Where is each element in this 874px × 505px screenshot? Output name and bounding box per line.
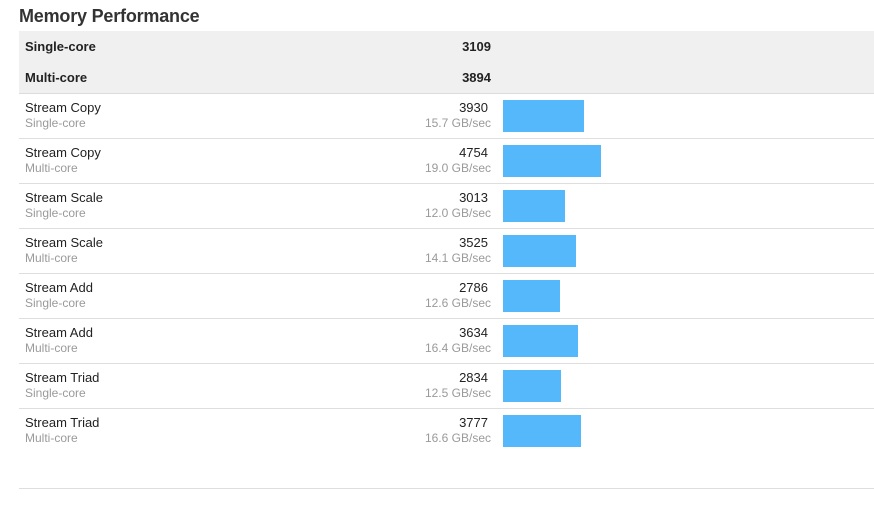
benchmark-score: 3777 — [459, 415, 488, 430]
summary-label: Multi-core — [25, 70, 88, 85]
benchmark-name: Stream Add — [25, 280, 93, 295]
benchmark-mode: Multi-core — [25, 161, 78, 175]
table-row: Stream Copy Single-core 3930 15.7 GB/sec — [19, 94, 874, 139]
summary-score: 3109 — [462, 39, 491, 54]
summary-row-multi-core: Multi-core 3894 — [19, 62, 874, 93]
benchmark-mode: Multi-core — [25, 341, 78, 355]
benchmark-mode: Single-core — [25, 116, 86, 130]
benchmark-mode: Single-core — [25, 296, 86, 310]
benchmark-name: Stream Triad — [25, 370, 100, 385]
benchmark-mode: Single-core — [25, 206, 86, 220]
summary-score: 3894 — [462, 70, 491, 85]
score-bar — [503, 415, 581, 447]
score-bar — [503, 370, 561, 402]
table-row: Stream Triad Multi-core 3777 16.6 GB/sec — [19, 409, 874, 453]
benchmark-rate: 12.6 GB/sec — [424, 296, 491, 310]
benchmark-score: 4754 — [459, 145, 488, 160]
benchmark-mode: Single-core — [25, 386, 86, 400]
benchmark-name: Stream Copy — [25, 100, 101, 115]
benchmark-rate: 14.1 GB/sec — [424, 251, 491, 265]
table-row: Stream Triad Single-core 2834 12.5 GB/se… — [19, 364, 874, 409]
benchmark-score: 2786 — [459, 280, 488, 295]
summary-row-single-core: Single-core 3109 — [19, 31, 874, 62]
benchmark-rate: 12.5 GB/sec — [424, 386, 491, 400]
section-title: Memory Performance — [19, 6, 200, 26]
benchmark-score: 3930 — [459, 100, 488, 115]
benchmark-rate: 12.0 GB/sec — [424, 206, 491, 220]
score-bar — [503, 100, 584, 132]
score-bar — [503, 235, 576, 267]
benchmark-rate: 16.6 GB/sec — [424, 431, 491, 445]
benchmark-score: 2834 — [459, 370, 488, 385]
benchmark-score: 3634 — [459, 325, 488, 340]
summary-block: Single-core 3109 Multi-core 3894 — [19, 31, 874, 94]
table-bottom-divider — [19, 453, 874, 489]
benchmark-name: Stream Scale — [25, 235, 104, 250]
benchmark-rate: 15.7 GB/sec — [424, 116, 491, 130]
table-row: Stream Scale Multi-core 3525 14.1 GB/sec — [19, 229, 874, 274]
benchmark-name: Stream Copy — [25, 145, 101, 160]
benchmark-name: Stream Scale — [25, 190, 104, 205]
score-bar — [503, 325, 578, 357]
benchmark-name: Stream Triad — [25, 415, 100, 430]
score-bar — [503, 145, 601, 177]
table-row: Stream Add Single-core 2786 12.6 GB/sec — [19, 274, 874, 319]
benchmark-rate: 19.0 GB/sec — [424, 161, 491, 175]
summary-label: Single-core — [25, 39, 96, 54]
memory-performance-table: Single-core 3109 Multi-core 3894 Stream … — [19, 31, 874, 489]
benchmark-score: 3525 — [459, 235, 488, 250]
table-row: Stream Scale Single-core 3013 12.0 GB/se… — [19, 184, 874, 229]
benchmark-rate: 16.4 GB/sec — [424, 341, 491, 355]
benchmark-mode: Multi-core — [25, 431, 78, 445]
table-row: Stream Add Multi-core 3634 16.4 GB/sec — [19, 319, 874, 364]
table-row: Stream Copy Multi-core 4754 19.0 GB/sec — [19, 139, 874, 184]
benchmark-name: Stream Add — [25, 325, 93, 340]
benchmark-score: 3013 — [459, 190, 488, 205]
benchmark-mode: Multi-core — [25, 251, 78, 265]
score-bar — [503, 190, 565, 222]
score-bar — [503, 280, 560, 312]
